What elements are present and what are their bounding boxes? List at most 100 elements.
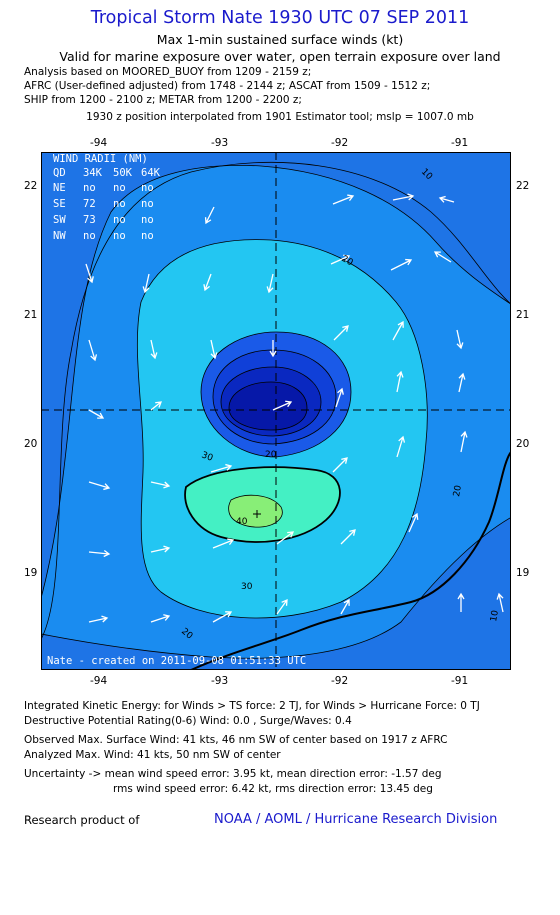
- wind-vector-arrow: [332, 457, 348, 473]
- lat-tick-label: 21: [516, 309, 530, 321]
- max-wind-region: [228, 494, 283, 528]
- analysis-sources-line: AFRC (User-defined adjusted) from 1748 -…: [24, 80, 431, 92]
- lon-tick-label: -93: [211, 675, 229, 687]
- lon-tick-label: -91: [451, 137, 469, 149]
- wind-vector-arrow: [150, 545, 171, 553]
- wind-radii-table: WIND RADII (NM) QD 34K 50K 64K NE no no …: [53, 153, 161, 242]
- lon-tick-label: -92: [331, 137, 349, 149]
- wind-vector-arrow: [203, 273, 212, 292]
- wind-vector-arrow: [88, 549, 111, 558]
- wind-vector-arrow: [212, 611, 233, 623]
- wind-radii-cell: no: [141, 214, 154, 226]
- wind-vector-arrow: [392, 320, 404, 341]
- wind-vector-arrow: [457, 592, 465, 612]
- coastline: [190, 451, 511, 670]
- wind-radii-quad: NE: [53, 182, 66, 194]
- wind-radii-cell: no: [113, 214, 126, 226]
- wind-vector-arrow: [150, 481, 171, 489]
- lat-tick-label: 22: [516, 180, 530, 192]
- wind-radii-cell: 73: [83, 214, 96, 226]
- wind-vector-arrow: [269, 340, 277, 358]
- wind-vector-arrow: [276, 531, 295, 545]
- dpr-text: Destructive Potential Rating(0-6) Wind: …: [24, 715, 352, 727]
- calm-center-ring: [228, 381, 308, 431]
- wind-vector-arrow: [390, 258, 413, 271]
- wind-vector-arrow: [210, 339, 218, 360]
- wind-radii-quad: SW: [53, 214, 66, 226]
- wind-radii-cell: no: [83, 182, 96, 194]
- wind-vector-arrow: [330, 254, 351, 265]
- wind-vector-arrow: [456, 329, 464, 350]
- lon-tick-label: -94: [90, 137, 108, 149]
- contour-label: 30: [200, 450, 214, 463]
- contour-label: 40: [236, 517, 248, 527]
- wind-vector-arrow: [272, 400, 293, 411]
- organization-link[interactable]: NOAA / AOML / Hurricane Research Divisio…: [214, 812, 498, 827]
- wind-vector-arrow: [142, 273, 150, 294]
- wind-vector-arrow: [438, 195, 455, 203]
- analyzed-max-wind: Analyzed Max. Wind: 41 kts, 50 nm SW of …: [24, 749, 281, 761]
- wind-radii-cell: 72: [83, 198, 96, 210]
- analysis-sources-line: SHIP from 1200 - 2100 z; METAR from 1200…: [24, 94, 302, 106]
- contour-label: 20: [452, 484, 464, 497]
- wind-contour-line: [41, 161, 511, 640]
- wind-vector-arrow: [150, 614, 171, 623]
- wind-vector-arrow: [460, 430, 468, 453]
- wind-field-map: 10 20 20 20 30 30 40 10 20 WIND RADII (N…: [41, 152, 511, 670]
- wind-vectors: [85, 193, 504, 623]
- wind-radii-cell: no: [83, 230, 96, 242]
- wind-vector-arrow: [150, 401, 162, 411]
- wind-vector-arrow: [340, 598, 350, 615]
- wind-vector-arrow: [496, 592, 504, 613]
- lat-tick-label: 20: [24, 438, 38, 450]
- position-note: 1930 z position interpolated from 1901 E…: [86, 111, 474, 123]
- lon-tick-label: -91: [451, 675, 469, 687]
- wind-radii-cell: no: [113, 230, 126, 242]
- wind-radii-cell: no: [141, 230, 154, 242]
- lon-tick-label: -94: [90, 675, 108, 687]
- wind-vector-arrow: [333, 325, 349, 341]
- wind-vector-arrow: [276, 598, 288, 615]
- exposure-note: Valid for marine exposure over water, op…: [59, 49, 501, 64]
- wind-vector-arrow: [88, 409, 105, 419]
- uncertainty-line: rms wind speed error: 6.42 kt, rms direc…: [113, 783, 433, 795]
- wind-vector-arrow: [88, 481, 111, 491]
- wind-vector-arrow: [266, 273, 274, 294]
- research-credit: Research product of: [24, 813, 140, 827]
- lat-tick-label: 21: [24, 309, 38, 321]
- wind-vector-arrow: [332, 194, 355, 205]
- contour-label: 30: [241, 582, 253, 592]
- map-subtitle: Max 1-min sustained surface winds (kt): [156, 32, 404, 47]
- contour-label: 20: [265, 450, 277, 460]
- lat-tick-label: 19: [516, 567, 530, 579]
- wind-radii-title: WIND RADII (NM): [53, 153, 148, 165]
- wind-radii-cell: no: [113, 182, 126, 194]
- wind-vector-arrow: [408, 512, 419, 533]
- wind-vector-arrow: [88, 339, 98, 362]
- wind-vector-arrow: [204, 206, 215, 225]
- observed-max-wind: Observed Max. Surface Wind: 41 kts, 46 n…: [24, 734, 448, 746]
- wind-radii-cell: no: [141, 198, 154, 210]
- wind-radii-header: QD: [53, 167, 66, 179]
- lon-tick-label: -92: [331, 675, 349, 687]
- map-frame: [41, 152, 511, 670]
- wind-vector-arrow: [396, 435, 406, 458]
- contour-label: 10: [489, 609, 501, 622]
- wind-vector-arrow: [340, 529, 356, 545]
- wind-vector-arrow: [433, 251, 452, 263]
- wind-vector-arrow: [335, 387, 344, 408]
- wind-radii-cell: no: [141, 182, 154, 194]
- wind-vector-arrow: [212, 538, 235, 549]
- wind-radii-quad: NW: [53, 230, 66, 242]
- wind-vector-arrow: [150, 339, 158, 360]
- analysis-sources-line: Analysis based on MOORED_BUOY from 1209 …: [24, 66, 312, 78]
- map-title: Tropical Storm Nate 1930 UTC 07 SEP 2011: [90, 8, 470, 28]
- created-label: Nate - created on 2011-09-08 01:51:33 UT…: [47, 655, 306, 667]
- wind-radii-header: 50K: [113, 167, 133, 179]
- wind-vector-arrow: [458, 372, 466, 393]
- max-wind-marker: [253, 510, 261, 518]
- wind-radii-cell: no: [113, 198, 126, 210]
- lat-tick-label: 20: [516, 438, 530, 450]
- wind-vector-arrow: [396, 370, 404, 393]
- ike-text: Integrated Kinetic Energy: for Winds > T…: [24, 700, 480, 712]
